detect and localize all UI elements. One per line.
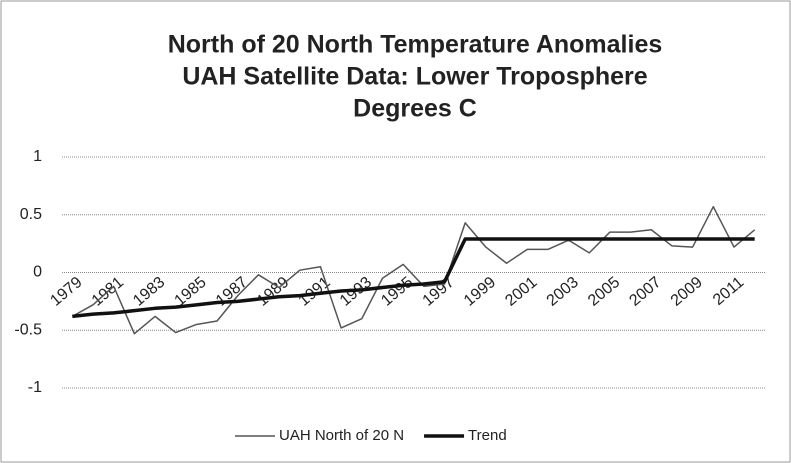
legend-label: UAH North of 20 N (279, 427, 404, 444)
y-tick-label: 1 (33, 148, 42, 165)
series-line (71, 205, 756, 335)
chart-title: UAH Satellite Data: Lower Troposphere (182, 63, 647, 91)
chart-title: Degrees C (353, 95, 477, 123)
y-tick-label: 0 (33, 264, 42, 281)
y-tick-label: -1 (28, 379, 42, 396)
y-tick-label: -0.5 (14, 321, 42, 338)
chart-title: North of 20 North Temperature Anomalies (168, 31, 663, 59)
legend-label: Trend (468, 427, 507, 444)
series-line (72, 237, 755, 319)
y-tick-label: 0.5 (20, 206, 42, 223)
